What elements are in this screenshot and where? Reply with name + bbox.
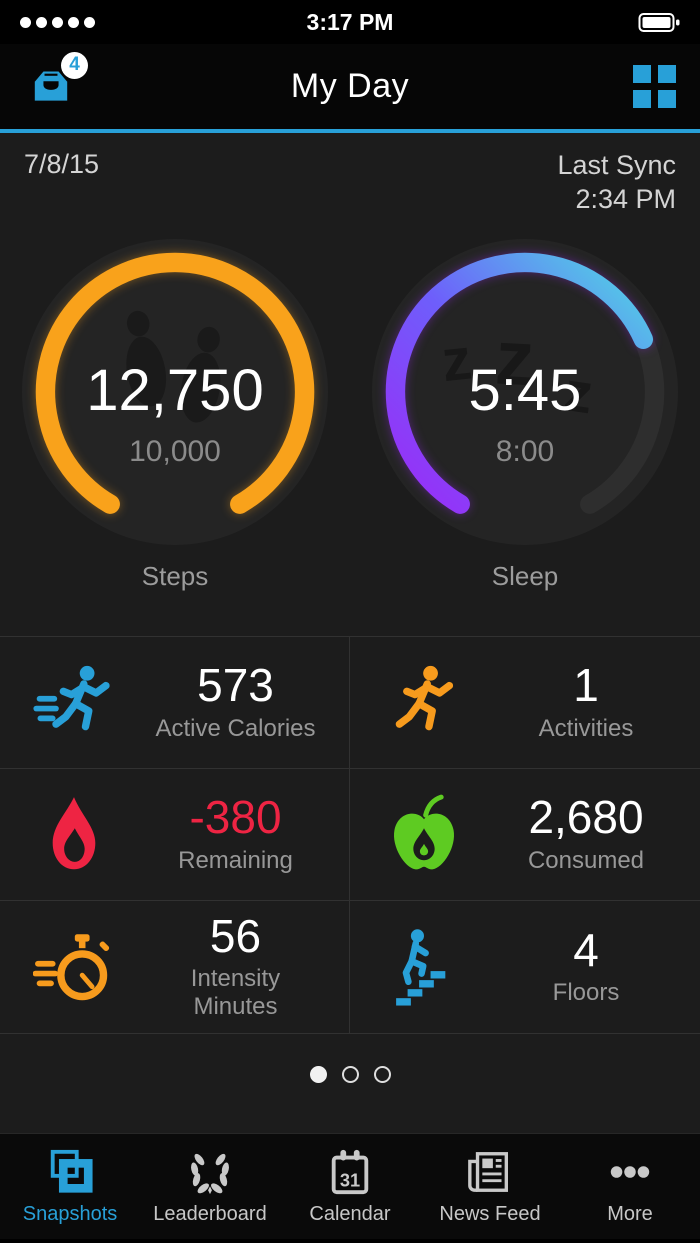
tab-leaderboard[interactable]: Leaderboard: [140, 1134, 280, 1239]
tab-calendar-label: Calendar: [309, 1202, 391, 1225]
footprints-icon: [126, 310, 221, 422]
active-calories-label: Active Calories: [155, 714, 316, 742]
last-sync-time: 2:34 PM: [575, 183, 676, 214]
stairs-climb-icon: [396, 928, 446, 1006]
sleep-gauge[interactable]: z z z 5:45 8:00 Sleep: [350, 238, 700, 592]
calendar-icon: 31: [331, 1149, 369, 1194]
tab-calendar[interactable]: 31 Calendar: [280, 1134, 420, 1239]
app-header: My Day 4: [0, 44, 700, 133]
calories-remaining-label: Remaining: [178, 846, 293, 874]
sleep-goal: 8:00: [495, 434, 555, 468]
activities-value: 1: [573, 659, 599, 712]
zzz-icon: z z z: [439, 314, 597, 416]
inbox-icon: [34, 71, 68, 101]
stat-active-calories[interactable]: 573 Active Calories: [0, 636, 350, 769]
grid-menu-button[interactable]: [633, 65, 676, 108]
tab-snapshots-label: Snapshots: [22, 1202, 118, 1225]
inbox-badge: 4: [61, 51, 88, 79]
svg-text:z: z: [493, 314, 536, 402]
my-day-panel: 7/8/15 Last Sync 2:34 PM: [0, 133, 700, 1133]
status-time: 3:17 PM: [306, 8, 394, 35]
stat-activities[interactable]: 1 Activities: [350, 637, 700, 769]
tab-more[interactable]: More: [560, 1134, 700, 1239]
stat-calories-remaining[interactable]: -380 Remaining: [0, 768, 350, 901]
tab-news-feed-label: News Feed: [439, 1202, 541, 1225]
floors-value: 4: [573, 923, 599, 976]
gauges-row: 12,750 10,000 Steps z z z: [0, 238, 700, 592]
battery-icon: [638, 12, 680, 32]
page-indicator: [0, 1034, 700, 1116]
intensity-minutes-label: Intensity Minutes: [190, 965, 281, 1021]
intensity-minutes-value: 56: [209, 909, 262, 962]
steps-label: Steps: [141, 560, 209, 591]
sleep-value: 5:45: [468, 357, 582, 423]
leaderboard-icon: [191, 1153, 229, 1194]
calories-consumed-label: Consumed: [527, 846, 645, 874]
flame-icon: [52, 797, 96, 870]
tab-leaderboard-label: Leaderboard: [153, 1202, 267, 1225]
apple-icon: [393, 794, 455, 870]
pager-dot[interactable]: [309, 1066, 327, 1083]
more-icon: [610, 1165, 650, 1178]
stats-grid: 573 Active Calories 1: [0, 635, 700, 1034]
tab-snapshots[interactable]: Snapshots: [0, 1134, 140, 1239]
last-sync-label: Last Sync: [557, 150, 676, 180]
status-bar: 3:17 PM: [0, 0, 700, 44]
stat-floors[interactable]: 4 Floors: [350, 901, 700, 1033]
floors-label: Floors: [552, 979, 620, 1007]
pager-dot[interactable]: [373, 1066, 391, 1083]
steps-goal: 10,000: [129, 434, 221, 468]
activities-label: Activities: [538, 714, 634, 742]
svg-text:z: z: [439, 326, 475, 394]
active-calories-value: 573: [197, 659, 274, 712]
pager-dot[interactable]: [341, 1066, 359, 1083]
calories-consumed-value: 2,680: [528, 791, 644, 844]
stat-intensity-minutes[interactable]: 56 Intensity Minutes: [0, 900, 350, 1033]
sleep-label: Sleep: [491, 560, 559, 591]
stopwatch-speed-icon: [33, 933, 110, 1000]
calendar-day-number: 31: [340, 1169, 360, 1190]
signal-dots-icon: [20, 16, 95, 28]
runner-icon: [395, 665, 454, 731]
tab-more-label: More: [607, 1202, 653, 1225]
sync-row: 7/8/15 Last Sync 2:34 PM: [0, 133, 700, 217]
date-label: 7/8/15: [24, 149, 100, 179]
steps-gauge[interactable]: 12,750 10,000 Steps: [0, 238, 350, 592]
news-feed-icon: [468, 1151, 508, 1192]
page-title: My Day: [290, 67, 410, 105]
calories-remaining-value: -380: [189, 791, 282, 844]
inbox-button[interactable]: 4: [24, 51, 88, 116]
bottom-tab-bar: Snapshots Leaderboard 31 Calendar: [0, 1133, 700, 1239]
snapshots-icon: [50, 1149, 93, 1193]
tab-news-feed[interactable]: News Feed: [420, 1134, 560, 1239]
steps-value: 12,750: [86, 357, 264, 423]
runner-speed-icon: [33, 665, 110, 731]
stat-calories-consumed[interactable]: 2,680 Consumed: [350, 769, 700, 901]
